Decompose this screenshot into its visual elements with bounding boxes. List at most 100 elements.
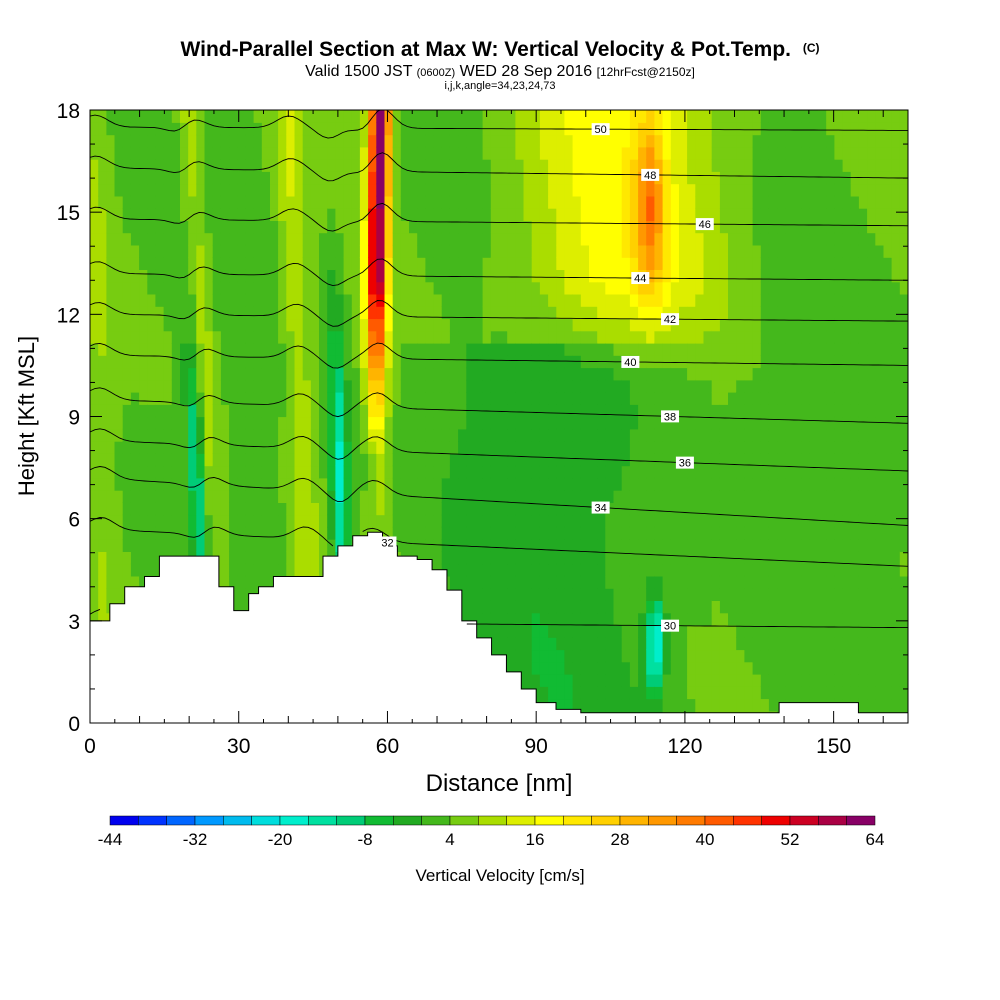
velocity-cell — [220, 342, 230, 356]
velocity-cell — [842, 465, 852, 479]
velocity-cell — [744, 465, 754, 479]
velocity-cell — [695, 661, 705, 675]
velocity-cell — [777, 183, 786, 197]
velocity-cell — [90, 551, 99, 565]
velocity-cell — [719, 575, 729, 589]
velocity-cell — [147, 159, 157, 172]
velocity-cell — [147, 208, 157, 221]
velocity-cell — [139, 342, 148, 356]
velocity-cell — [589, 392, 598, 405]
velocity-cell — [130, 244, 140, 258]
velocity-cell — [875, 367, 885, 381]
velocity-cell — [760, 551, 770, 565]
velocity-cell — [163, 514, 173, 528]
velocity-cell — [605, 526, 615, 540]
velocity-cell — [858, 612, 868, 626]
velocity-cell — [638, 122, 647, 136]
velocity-cell — [744, 220, 754, 234]
velocity-cell — [629, 453, 639, 467]
velocity-cell — [597, 698, 606, 712]
velocity-cell — [858, 514, 868, 528]
velocity-cell — [319, 110, 328, 111]
velocity-cell — [474, 526, 484, 540]
velocity-cell — [597, 465, 606, 479]
velocity-cell — [261, 342, 271, 356]
velocity-cell — [858, 588, 868, 601]
velocity-cell — [482, 220, 492, 234]
velocity-cell — [130, 110, 140, 111]
velocity-cell — [572, 171, 582, 185]
velocity-cell — [768, 416, 778, 430]
velocity-cell — [400, 146, 410, 160]
velocity-cell — [474, 575, 484, 589]
velocity-cell — [834, 551, 844, 565]
velocity-cell — [670, 637, 680, 651]
velocity-cell — [286, 330, 296, 344]
velocity-cell — [261, 453, 271, 467]
velocity-cell — [376, 318, 386, 332]
velocity-cell — [106, 367, 116, 381]
velocity-cell — [155, 244, 165, 258]
velocity-cell — [147, 134, 157, 148]
velocity-cell — [638, 612, 647, 626]
velocity-cell — [801, 195, 811, 209]
velocity-cell — [466, 355, 476, 369]
velocity-cell — [711, 441, 721, 454]
velocity-cell — [229, 490, 238, 503]
velocity-cell — [858, 110, 868, 111]
velocity-cell — [171, 318, 181, 332]
velocity-cell — [441, 392, 451, 405]
velocity-cell — [147, 563, 157, 577]
velocity-cell — [261, 563, 271, 577]
velocity-cell — [515, 367, 525, 381]
velocity-cell — [319, 293, 328, 307]
velocity-cell — [662, 232, 672, 246]
velocity-cell — [515, 575, 525, 589]
velocity-cell — [785, 110, 795, 123]
velocity-cell — [253, 159, 263, 172]
velocity-cell — [196, 122, 206, 136]
velocity-cell — [417, 502, 426, 516]
velocity-cell — [294, 232, 304, 246]
velocity-cell — [850, 637, 860, 651]
velocity-cell — [319, 159, 328, 172]
velocity-cell — [302, 306, 312, 320]
velocity-cell — [204, 416, 214, 430]
velocity-cell — [229, 330, 238, 344]
velocity-cell — [589, 551, 598, 565]
velocity-cell — [130, 134, 140, 148]
velocity-cell — [736, 244, 745, 258]
velocity-cell — [875, 674, 885, 687]
velocity-cell — [310, 171, 320, 185]
velocity-cell — [171, 539, 181, 552]
velocity-cell — [842, 134, 852, 148]
velocity-cell — [638, 526, 647, 540]
velocity-cell — [826, 293, 835, 307]
velocity-cell — [556, 453, 566, 467]
velocity-cell — [458, 110, 467, 111]
velocity-cell — [204, 257, 214, 270]
velocity-cell — [466, 477, 476, 491]
velocity-cell — [351, 244, 361, 258]
velocity-cell — [278, 526, 287, 540]
velocity-cell — [237, 110, 246, 123]
velocity-cell — [417, 416, 426, 430]
velocity-cell — [752, 539, 762, 552]
velocity-cell — [245, 293, 255, 307]
velocity-cell — [785, 502, 795, 516]
velocity-cell — [539, 110, 549, 111]
velocity-cell — [523, 392, 533, 405]
velocity-cell — [302, 244, 312, 258]
velocity-cell — [458, 453, 467, 467]
velocity-cell — [719, 232, 729, 246]
velocity-cell — [171, 367, 181, 381]
velocity-cell — [785, 281, 795, 295]
velocity-cell — [850, 318, 860, 332]
velocity-cell — [883, 293, 893, 307]
velocity-cell — [523, 110, 533, 123]
velocity-cell — [474, 110, 484, 123]
velocity-cell — [278, 330, 287, 344]
velocity-cell — [662, 465, 672, 479]
velocity-cell — [343, 281, 353, 295]
velocity-cell — [777, 355, 786, 369]
